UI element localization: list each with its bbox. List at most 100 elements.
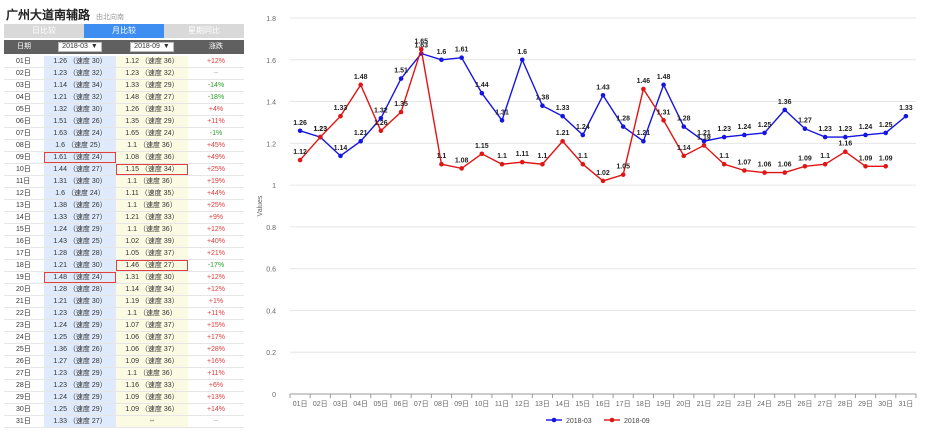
y-tick-label: 0 bbox=[272, 392, 276, 399]
table-row: 10日 1.44 （速度 27） 1.15 （速度 34） +25% bbox=[4, 164, 244, 176]
month-b-value-cell: 1.26 （速度 31） bbox=[116, 104, 188, 115]
month-b-value-cell: 1.35 （速度 29） bbox=[116, 116, 188, 127]
table-row: 08日 1.6 （速度 25） 1.1 （速度 36） +45% bbox=[4, 140, 244, 152]
data-label: 1.06 bbox=[758, 162, 772, 169]
month-b-value-cell: 1.48 （速度 27） bbox=[116, 92, 188, 103]
data-label: 1.33 bbox=[899, 105, 913, 112]
change-cell: +19% bbox=[206, 178, 226, 185]
month-b-select[interactable]: 2018-09 ▼ bbox=[130, 42, 174, 52]
x-tick-label: 30日 bbox=[878, 400, 893, 408]
data-label: 1.12 bbox=[293, 149, 307, 156]
data-point bbox=[701, 143, 707, 148]
month-a-value-cell: 1.43 （速度 25） bbox=[44, 236, 116, 247]
x-tick-label: 08日 bbox=[434, 400, 449, 408]
month-b-value-cell: 1.08 （速度 36） bbox=[116, 152, 188, 163]
change-cell: +6% bbox=[208, 382, 224, 389]
x-tick-label: 01日 bbox=[293, 400, 308, 408]
x-tick-label: 05日 bbox=[373, 400, 388, 408]
chart-svg: 0 0.2 0.4 0.6 0.8 1 1.2 1.4 1.6 1.8 01日 02日 03日 04日 05… bbox=[257, 16, 917, 425]
change-cell: -17% bbox=[207, 262, 225, 269]
date-cell: 23日 bbox=[16, 322, 31, 329]
change-cell: +1% bbox=[208, 298, 224, 305]
date-cell: 01日 bbox=[16, 58, 31, 65]
data-label: 1.48 bbox=[657, 74, 671, 81]
change-cell: +45% bbox=[206, 142, 226, 149]
data-point bbox=[358, 82, 363, 88]
month-a-value-cell: 1.21 （速度 32） bbox=[44, 92, 116, 103]
data-point bbox=[519, 159, 525, 165]
month-b-value: 2018-09 bbox=[134, 43, 160, 50]
table-row: 05日 1.32 （速度 30） 1.26 （速度 31） +4% bbox=[4, 104, 244, 116]
month-a-value-cell: 1.36 （速度 26） bbox=[44, 344, 116, 355]
month-a-value-cell: 1.6 （速度 25） bbox=[44, 140, 116, 151]
y-tick-label: 1.6 bbox=[266, 58, 276, 65]
date-cell: 03日 bbox=[16, 82, 31, 89]
month-b-value-cell: 1.1 （速度 36） bbox=[116, 176, 188, 187]
data-panel: 广州大道南辅路 由北向南 日比较 月比较 星期同比 日期 2018-03 ▼ 2… bbox=[0, 0, 244, 435]
y-tick-label: 0.8 bbox=[266, 225, 276, 232]
data-label: 1.32 bbox=[374, 107, 388, 114]
date-cell: 02日 bbox=[16, 70, 31, 77]
date-cell: 04日 bbox=[16, 94, 31, 101]
change-cell: +49% bbox=[206, 154, 226, 161]
data-point bbox=[459, 55, 464, 60]
date-cell: 11日 bbox=[16, 178, 31, 185]
data-label: 1.21 bbox=[637, 130, 651, 137]
tab-daily[interactable]: 日比较 bbox=[4, 24, 84, 38]
data-label: 1.24 bbox=[738, 124, 752, 131]
change-cell: +12% bbox=[206, 226, 226, 233]
data-label: 1.23 bbox=[313, 126, 327, 133]
month-a-value-cell: 1.48 （速度 24） bbox=[44, 272, 116, 283]
data-point bbox=[378, 128, 384, 134]
table-row: 23日 1.24 （速度 29） 1.07 （速度 37） +15% bbox=[4, 320, 244, 332]
month-a-value-cell: 1.32 （速度 30） bbox=[44, 104, 116, 115]
page-title: 广州大道南辅路 bbox=[6, 8, 91, 22]
x-tick-label: 20日 bbox=[676, 400, 691, 408]
legend-entry: 2018-03 bbox=[566, 418, 592, 425]
table-row: 12日 1.6 （速度 24） 1.11 （速度 35） +44% bbox=[4, 188, 244, 200]
month-a-select[interactable]: 2018-03 ▼ bbox=[58, 42, 102, 52]
table-row: 11日 1.31 （速度 30） 1.1 （速度 36） +19% bbox=[4, 176, 244, 188]
y-tick-label: 1.4 bbox=[266, 100, 276, 107]
data-label: 1.16 bbox=[839, 141, 853, 148]
month-b-value-cell: 1.09 （速度 36） bbox=[116, 356, 188, 367]
data-label: 1.35 bbox=[394, 101, 408, 108]
data-label: 1.09 bbox=[798, 155, 812, 162]
data-label: 1.44 bbox=[475, 82, 489, 89]
change-cell: +15% bbox=[206, 322, 226, 329]
month-a-value-cell: 1.51 （速度 26） bbox=[44, 116, 116, 127]
data-point bbox=[338, 113, 343, 119]
change-column-header: 涨跌 bbox=[209, 43, 223, 50]
y-tick-label: 0.2 bbox=[266, 350, 276, 357]
data-point bbox=[620, 172, 626, 177]
data-label: 1.1 bbox=[820, 153, 830, 160]
month-b-value-cell: 1.02 （速度 39） bbox=[116, 236, 188, 247]
table-row: 22日 1.23 （速度 29） 1.1 （速度 36） +11% bbox=[4, 308, 244, 320]
month-b-value-cell: 1.05 （速度 37） bbox=[116, 248, 188, 259]
change-cell: +17% bbox=[206, 334, 226, 341]
table-row: 07日 1.63 （速度 24） 1.65 （速度 24） -1% bbox=[4, 128, 244, 140]
month-b-value-cell: -- bbox=[116, 416, 188, 427]
x-tick-label: 06日 bbox=[394, 400, 409, 408]
month-a-value-cell: 1.21 （速度 30） bbox=[44, 296, 116, 307]
x-tick-label: 24日 bbox=[757, 400, 772, 408]
table-row: 01日 1.26 （速度 30） 1.12 （速度 36） +12% bbox=[4, 56, 244, 68]
data-label: 1.21 bbox=[556, 130, 570, 137]
month-b-value-cell: 1.33 （速度 29） bbox=[116, 80, 188, 91]
tab-monthly[interactable]: 月比较 bbox=[84, 24, 164, 38]
data-label: 1.31 bbox=[657, 109, 671, 116]
month-a-value-cell: 1.27 （速度 28） bbox=[44, 356, 116, 367]
data-label: 1.38 bbox=[536, 95, 550, 102]
data-point bbox=[297, 128, 303, 134]
tab-weekday[interactable]: 星期同比 bbox=[164, 24, 244, 38]
month-a-value-cell: 1.33 （速度 27） bbox=[44, 212, 116, 223]
month-b-value-cell: 1.16 （速度 33） bbox=[116, 380, 188, 391]
tab-bar: 日比较 月比较 星期同比 bbox=[4, 24, 244, 38]
data-label: 1.07 bbox=[738, 159, 752, 166]
chevron-down-icon: ▼ bbox=[90, 43, 98, 50]
legend-marker bbox=[551, 417, 557, 423]
table-row: 24日 1.25 （速度 29） 1.06 （速度 37） +17% bbox=[4, 332, 244, 344]
change-cell: +44% bbox=[206, 190, 226, 197]
table-header: 日期 2018-03 ▼ 2018-09 ▼ 涨跌 bbox=[4, 40, 244, 54]
table-row: 30日 1.25 （速度 29） 1.09 （速度 36） +14% bbox=[4, 404, 244, 416]
